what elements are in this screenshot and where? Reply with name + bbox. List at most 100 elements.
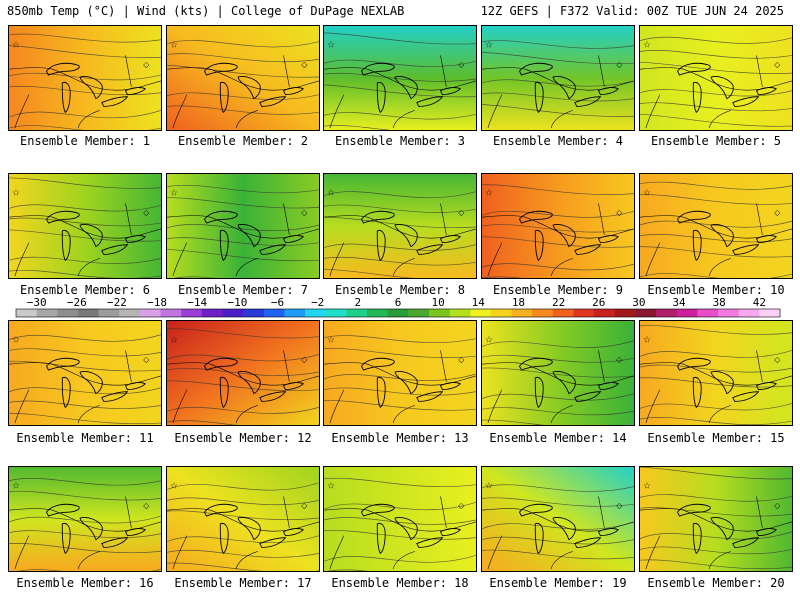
great-lakes-outline [755, 235, 777, 244]
isotherm-contour [167, 482, 319, 491]
ensemble-map-4: ☆ ◇ [481, 25, 635, 131]
isotherm-contour [640, 403, 792, 411]
isotherm-contour [482, 210, 634, 218]
great-lakes-outline [101, 96, 129, 107]
colorbar-tick-label: 26 [592, 296, 605, 309]
great-lakes-outline [416, 537, 444, 548]
isotherm-contour [482, 407, 634, 416]
state-border [598, 496, 605, 528]
ensemble-member-label: Ensemble Member: 13 [331, 431, 469, 445]
great-lakes-outline [45, 62, 80, 76]
temperature-field-5: ☆◇ [640, 26, 792, 130]
state-border [598, 203, 605, 235]
isotherm-contour [640, 61, 792, 74]
great-lakes-outline [534, 523, 544, 554]
state-border [235, 110, 258, 129]
great-lakes-outline [676, 503, 711, 517]
temperature-field-14: ☆◇ [482, 321, 634, 425]
marker-diamond-icon: ◇ [458, 501, 465, 510]
great-lakes-outline [574, 391, 602, 402]
isotherm-contour [640, 36, 792, 44]
isotherm-contour [482, 484, 634, 492]
great-lakes-outline [676, 210, 711, 224]
state-border [708, 110, 731, 129]
colorbar-tick-label: −6 [271, 296, 284, 309]
marker-star-icon: ☆ [485, 336, 493, 346]
great-lakes-outline [124, 382, 146, 391]
state-border [482, 508, 526, 511]
great-lakes-outline [755, 528, 777, 537]
isotherm-contour [482, 92, 634, 102]
great-lakes-outline [376, 377, 386, 408]
temperature-shading [482, 321, 634, 425]
temperature-shading [324, 174, 476, 278]
temperature-field-9: ☆◇ [482, 174, 634, 278]
isotherm-contour [167, 249, 319, 262]
isotherm-contour [9, 530, 161, 539]
great-lakes-outline [552, 517, 576, 541]
state-border [235, 551, 258, 570]
marker-diamond-icon: ◇ [301, 60, 308, 69]
great-lakes-outline [101, 391, 129, 402]
great-lakes-outline [219, 230, 229, 261]
state-border [640, 508, 684, 511]
temperature-shading [324, 26, 476, 130]
great-lakes-outline [219, 523, 229, 554]
isotherm-contour [324, 400, 476, 411]
great-lakes-outline [237, 371, 261, 395]
great-lakes-outline [376, 82, 386, 113]
temperature-field-19: ☆◇ [482, 467, 634, 571]
marker-diamond-icon: ◇ [143, 355, 150, 364]
isotherm-contour [640, 364, 792, 373]
isotherm-contour [640, 234, 792, 243]
colorbar-segment [263, 309, 285, 317]
isotherm-contour [324, 216, 476, 228]
great-lakes-outline [79, 76, 103, 100]
great-lakes-outline [552, 76, 576, 100]
colorbar-segment [284, 309, 306, 317]
marker-diamond-icon: ◇ [774, 501, 781, 510]
great-lakes-outline [376, 230, 386, 261]
isotherm-contour [640, 531, 792, 540]
marker-diamond-icon: ◇ [458, 208, 465, 217]
state-border [77, 258, 100, 277]
isotherm-contour [9, 125, 161, 130]
ensemble-member-label: Ensemble Member: 6 [19, 283, 151, 297]
isotherm-contour [167, 237, 319, 246]
state-border [645, 94, 661, 129]
marker-diamond-icon: ◇ [774, 355, 781, 364]
state-border [756, 55, 763, 87]
colorbar-tick-label: 42 [753, 296, 766, 309]
great-lakes-outline [203, 357, 238, 371]
isotherm-contour [324, 530, 476, 540]
marker-star-icon: ☆ [12, 482, 20, 492]
state-border [756, 350, 763, 382]
colorbar-segment [656, 309, 678, 317]
isotherm-contour [9, 348, 161, 357]
colorbar-tick-label: 38 [713, 296, 726, 309]
state-border [9, 508, 53, 511]
isotherm-contour [9, 229, 161, 242]
great-lakes-outline [692, 523, 702, 554]
great-lakes-outline [518, 503, 553, 517]
colorbar-segment [98, 309, 120, 317]
great-lakes-outline [45, 503, 80, 517]
temperature-shading [640, 321, 792, 425]
colorbar-segment [387, 309, 409, 317]
great-lakes-outline [518, 62, 553, 76]
isotherm-contour [324, 335, 476, 344]
ensemble-member-label: Ensemble Member: 19 [489, 576, 627, 590]
state-border [329, 389, 345, 424]
temperature-field-2: ☆◇ [167, 26, 319, 130]
temperature-field-12: ☆◇ [167, 321, 319, 425]
state-border [756, 203, 763, 235]
colorbar-tick-label: −2 [311, 296, 324, 309]
isotherm-contour [640, 102, 792, 112]
isotherm-contour [482, 497, 634, 507]
state-border [9, 67, 53, 70]
isotherm-contour [9, 334, 161, 342]
great-lakes-outline [676, 62, 711, 76]
great-lakes-outline [79, 224, 103, 248]
ensemble-member-label: Ensemble Member: 8 [334, 283, 466, 297]
ensemble-member-label: Ensemble Member: 1 [19, 134, 151, 148]
